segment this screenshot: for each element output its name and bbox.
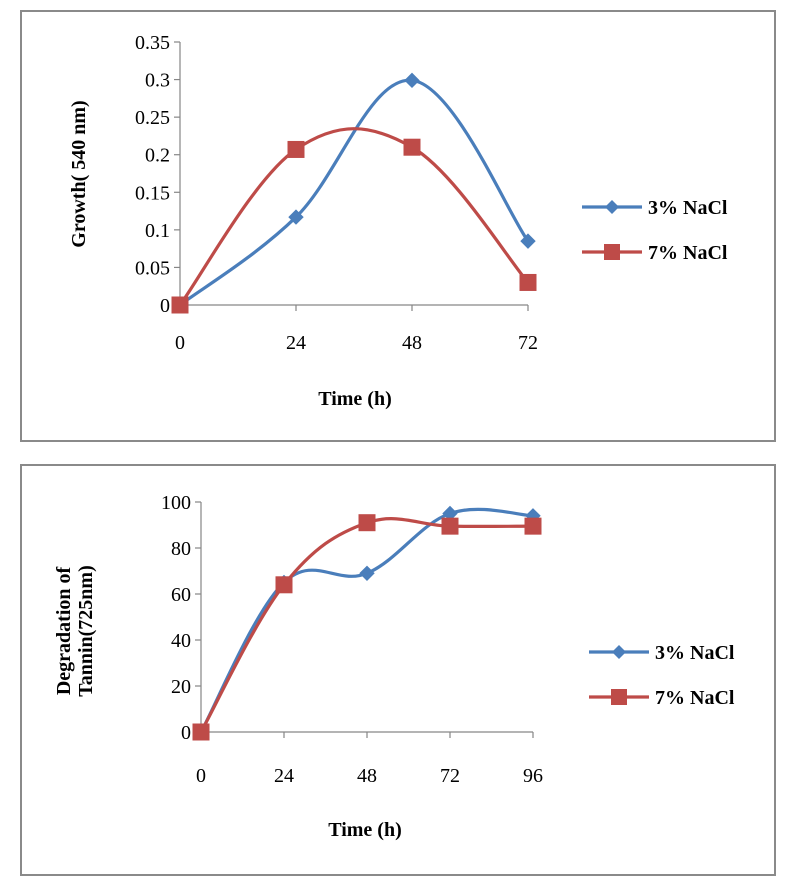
x-tick-label: 96 [523,765,543,787]
legend-label-0: 3% NaCl [648,197,728,219]
chart-panel-degradation: 0 20 40 60 80 100 0 24 48 72 96 Time (h) Degradation… [20,464,776,876]
x-axis-title: Time (h) [318,388,392,410]
y-tick-label: 0.35 [135,32,170,54]
x-tick-label: 24 [286,332,306,354]
data-point-square [403,138,421,156]
y-tick-label: 0 [160,295,170,317]
x-tick-label: 72 [518,332,538,354]
legend-marker-diamond [612,645,626,659]
y-tick-label: 0.1 [145,220,170,242]
legend-label-1: 7% NaCl [655,687,735,709]
chart-panel-growth: 0 0.05 0.1 0.15 0.2 0.25 0.3 0.35 0 24 48 72 Time (h… [20,10,776,442]
series-line-0 [178,78,530,307]
growth-chart: 0 0.05 0.1 0.15 0.2 0.25 0.3 0.35 0 24 48 72 Time (h… [68,32,728,410]
legend-marker-square [611,689,627,705]
x-axis-title: Time (h) [328,819,402,841]
data-point-diamond [404,72,420,89]
series-line-1 [199,517,535,734]
y-tick-label: 80 [171,538,191,560]
legend-marker-diamond [605,200,619,214]
series-line-1 [178,127,530,307]
data-point-square [358,514,376,532]
data-point-square [192,723,210,741]
data-point-square [441,517,459,535]
y-tick-label: 0.05 [135,257,170,279]
y-axis-title: Growth( 540 nm) [68,100,90,247]
degradation-chart: 0 20 40 60 80 100 0 24 48 72 96 Time (h) Degradation… [53,492,735,841]
data-point-diamond [288,209,304,225]
y-tick-label: 20 [171,676,191,698]
x-tick-label: 48 [357,765,377,787]
data-point-square [524,517,542,535]
y-axis-title-line: Degradation of [53,567,75,696]
y-tick-label: 0.15 [135,182,170,204]
x-tick-label: 72 [440,765,460,787]
y-axis-title-line: Tannin(725nm) [75,565,97,697]
data-point-square [171,296,189,314]
data-point-square [519,273,537,291]
series-line-0 [199,507,535,734]
y-tick-label: 100 [161,492,191,514]
legend-label-1: 7% NaCl [648,242,728,264]
y-tick-label: 0.3 [145,70,170,92]
legend-marker-square [604,244,620,260]
x-tick-label: 0 [175,332,185,354]
legend-label-0: 3% NaCl [655,642,735,664]
data-point-diamond [520,233,536,249]
data-point-diamond [359,565,375,582]
x-tick-label: 24 [274,765,294,787]
data-point-square [275,576,293,594]
y-tick-label: 40 [171,630,191,652]
y-tick-label: 0.2 [145,145,170,167]
y-tick-label: 0 [181,722,191,744]
y-tick-label: 0.25 [135,107,170,129]
data-point-square [287,140,305,158]
y-tick-label: 60 [171,584,191,606]
x-tick-label: 0 [196,765,206,787]
x-tick-label: 48 [402,332,422,354]
